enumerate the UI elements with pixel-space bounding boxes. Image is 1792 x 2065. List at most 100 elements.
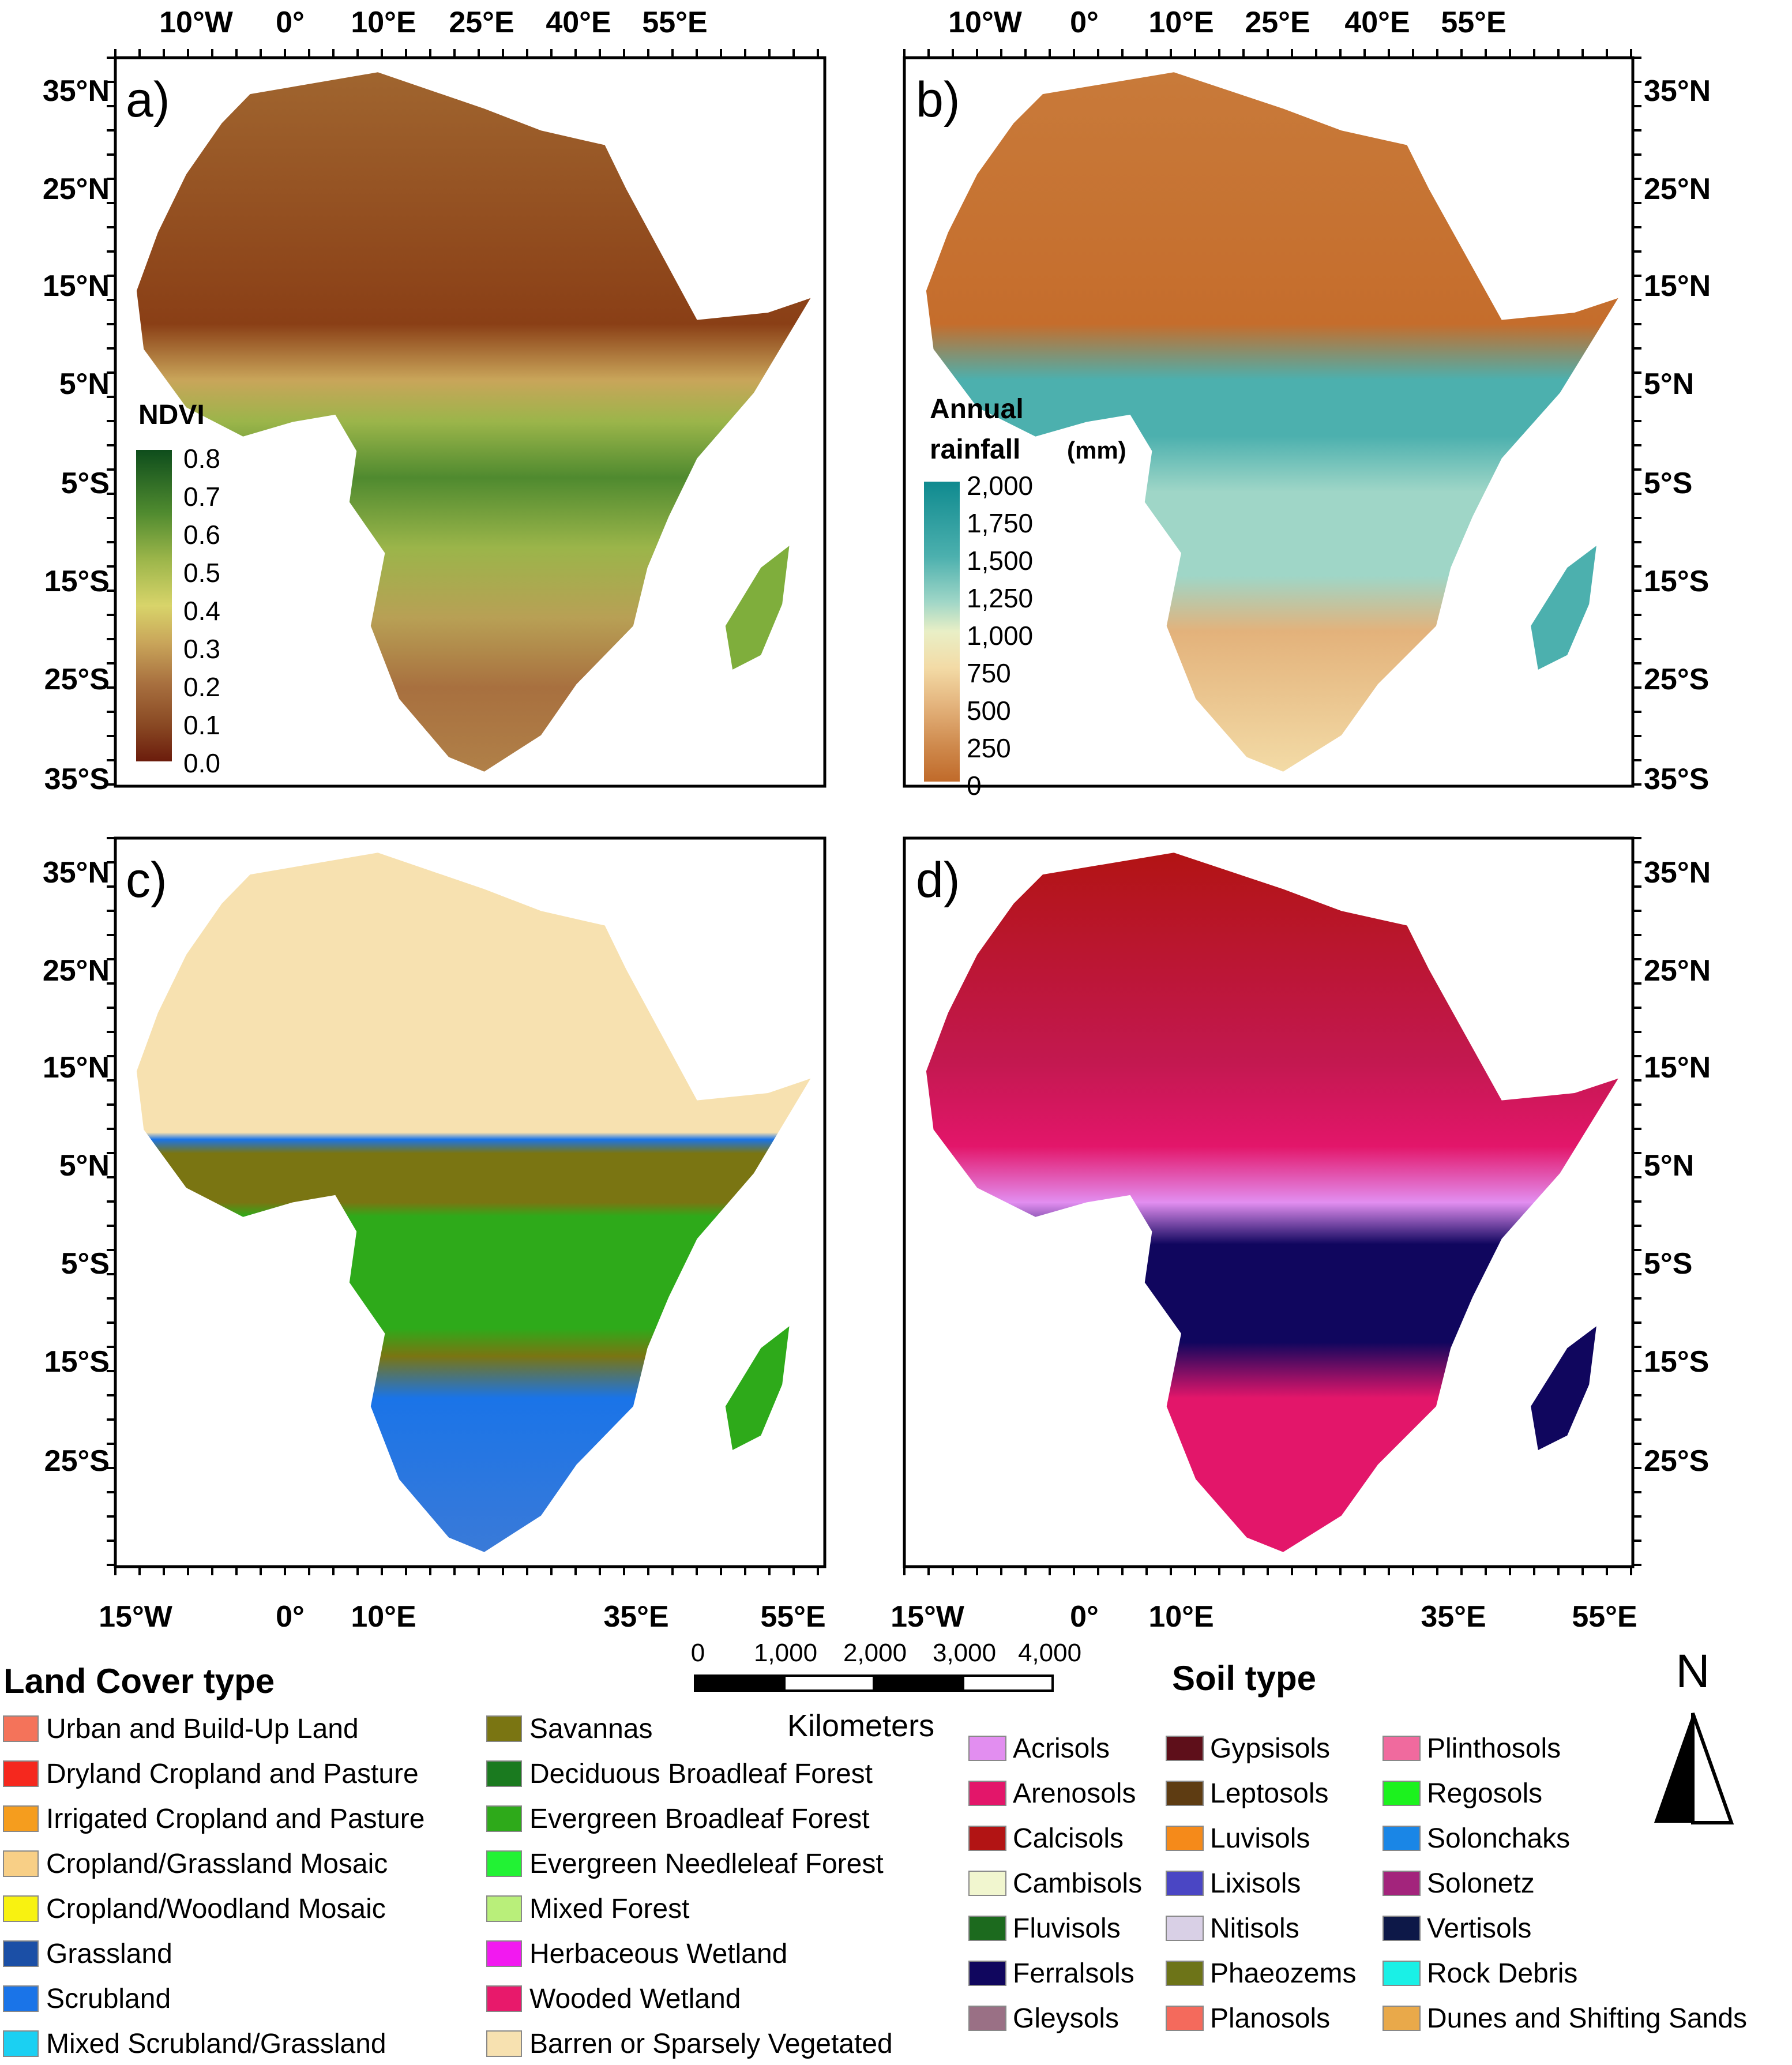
top-lon-label-a: 25°E bbox=[449, 6, 514, 39]
lat-label-b: 35°S bbox=[1644, 763, 1709, 796]
soil-swatch bbox=[1382, 1826, 1421, 1851]
soil-item-label: Planosols bbox=[1210, 2003, 1330, 2034]
scale-tick-label: 1,000 bbox=[754, 1639, 817, 1667]
land-cover-swatch bbox=[3, 1850, 39, 1877]
panel-b-label: b) bbox=[916, 72, 960, 127]
soil-item-label: Gypsisols bbox=[1210, 1733, 1330, 1764]
lat-label-d: 5°S bbox=[1644, 1247, 1692, 1281]
land-cover-item-label: Cropland/Grassland Mosaic bbox=[46, 1849, 388, 1879]
lat-label-d: 35°N bbox=[1644, 856, 1711, 889]
rain-tick-label: 500 bbox=[967, 696, 1011, 726]
ndvi-colorbar: NDVI 0.8 0.7 0.6 0.5 0.4 0.3 0.2 0.1 0.0 bbox=[136, 400, 220, 778]
rain-tick-label: 1,250 bbox=[967, 583, 1033, 613]
ndvi-colorbar-ramp bbox=[136, 450, 172, 761]
land-cover-item-label: Grassland bbox=[46, 1939, 172, 1969]
lat-label-b: 15°S bbox=[1644, 565, 1709, 598]
lat-label-b: 15°N bbox=[1644, 269, 1711, 303]
ndvi-tick-label: 0.1 bbox=[183, 710, 220, 740]
top-lon-label-a: 40°E bbox=[546, 6, 611, 39]
scale-segment-4 bbox=[962, 1674, 1054, 1692]
soil-item-label: Solonchaks bbox=[1427, 1823, 1570, 1854]
scale-bar-ticks: 0 1,000 2,000 3,000 4,000 bbox=[691, 1639, 1081, 1667]
lat-label-c: 35°N bbox=[43, 856, 110, 889]
scale-bar: 0 1,000 2,000 3,000 4,000 Kilometers bbox=[691, 1639, 1081, 1743]
lat-label-d: 25°S bbox=[1644, 1444, 1709, 1478]
panel-a-label: a) bbox=[126, 72, 170, 127]
soil-item-label: Cambisols bbox=[1013, 1868, 1142, 1899]
scale-tick-label: 0 bbox=[691, 1639, 705, 1667]
soil-swatch bbox=[1382, 1916, 1421, 1941]
soil-swatch bbox=[968, 1961, 1006, 1986]
panel-a: a) bbox=[114, 56, 827, 788]
rain-tick-label: 750 bbox=[967, 658, 1011, 688]
soil-swatch bbox=[968, 1871, 1006, 1896]
land-cover-swatch bbox=[486, 2030, 522, 2057]
bottom-lon-label-d: 0° bbox=[1070, 1600, 1099, 1634]
soil-item-label: Arenosols bbox=[1013, 1778, 1136, 1809]
land-cover-swatch bbox=[486, 1760, 522, 1787]
land-cover-item-label: Scrubland bbox=[46, 1984, 171, 2014]
land-cover-swatch bbox=[3, 1715, 39, 1742]
soil-item-label: Vertisols bbox=[1427, 1913, 1531, 1944]
lat-label-d: 15°N bbox=[1644, 1051, 1711, 1084]
land-cover-item-label: Evergreen Needleleaf Forest bbox=[529, 1849, 884, 1879]
lat-label-b: 25°S bbox=[1644, 663, 1709, 696]
soil-item-label: Ferralsols bbox=[1013, 1958, 1134, 1989]
bottom-lon-label-c: 55°E bbox=[760, 1600, 825, 1634]
land-cover-item-label: Mixed Scrubland/Grassland bbox=[46, 2029, 386, 2059]
ndvi-tick-label: 0.0 bbox=[183, 748, 220, 778]
soil-swatch bbox=[968, 1826, 1006, 1851]
soil-swatch bbox=[1166, 2006, 1204, 2031]
rain-tick-label: 250 bbox=[967, 733, 1011, 763]
soil-item-label: Calcisols bbox=[1013, 1823, 1124, 1854]
bottom-lon-label-c: 0° bbox=[276, 1600, 305, 1634]
lat-label-a: 5°N bbox=[59, 367, 110, 401]
soil-item-label: Phaeozems bbox=[1210, 1958, 1356, 1989]
rain-tick-label: 0 bbox=[967, 771, 982, 801]
land-cover-swatch bbox=[3, 1760, 39, 1787]
lat-label-a: 35°N bbox=[43, 74, 110, 108]
soil-item-label: Gleysols bbox=[1013, 2003, 1119, 2034]
north-arrow-right-half bbox=[1691, 1713, 1734, 1824]
soil-swatch bbox=[968, 1736, 1006, 1761]
soil-legend: Soil type Acrisols Arenosols Calcisols Camb… bbox=[968, 1659, 1747, 2034]
soil-swatch bbox=[1166, 1916, 1204, 1941]
top-lon-label-b: 0° bbox=[1070, 6, 1099, 39]
bottom-lon-label-d: 35°E bbox=[1421, 1600, 1486, 1634]
rain-colorbar-ramp bbox=[924, 482, 960, 782]
ndvi-tick-label: 0.7 bbox=[183, 482, 220, 512]
land-cover-legend-items: Urban and Build-Up Land Dryland Cropland … bbox=[3, 1714, 893, 2059]
land-cover-swatch bbox=[486, 1850, 522, 1877]
rain-tick-label: 1,750 bbox=[967, 508, 1033, 538]
lat-label-a: 25°S bbox=[44, 663, 110, 696]
rain-tick-label: 2,000 bbox=[967, 471, 1033, 501]
soil-swatch bbox=[1166, 1736, 1204, 1761]
top-lon-label-b: 40°E bbox=[1344, 6, 1410, 39]
panel-c: c) bbox=[114, 836, 827, 1568]
soil-swatch bbox=[1166, 1826, 1204, 1851]
ndvi-tick-label: 0.8 bbox=[183, 444, 220, 474]
land-cover-swatch bbox=[486, 1805, 522, 1832]
north-arrow-left-half bbox=[1654, 1713, 1693, 1823]
land-cover-item-label: Wooded Wetland bbox=[529, 1984, 741, 2014]
soil-item-label: Lixisols bbox=[1210, 1868, 1301, 1899]
ndvi-tick-label: 0.6 bbox=[183, 520, 220, 550]
land-cover-item-label: Evergreen Broadleaf Forest bbox=[529, 1804, 870, 1834]
bottom-lon-label-d: 55°E bbox=[1572, 1600, 1637, 1634]
soil-item-label: Solonetz bbox=[1427, 1868, 1535, 1899]
rain-legend-title-line1: Annual bbox=[930, 394, 1024, 425]
soil-item-label: Rock Debris bbox=[1427, 1958, 1577, 1989]
lat-label-c: 25°S bbox=[44, 1444, 110, 1478]
lat-label-d: 15°S bbox=[1644, 1345, 1709, 1379]
lat-label-c: 5°S bbox=[61, 1247, 110, 1281]
lat-label-a: 15°N bbox=[43, 269, 110, 303]
soil-item-label: Acrisols bbox=[1013, 1733, 1110, 1764]
land-cover-item-label: Dryland Cropland and Pasture bbox=[46, 1759, 419, 1789]
lat-label-a: 35°S bbox=[44, 763, 110, 796]
lat-label-c: 25°N bbox=[43, 954, 110, 988]
soil-swatch bbox=[1382, 1781, 1421, 1806]
top-lon-label-a: 10°E bbox=[351, 6, 416, 39]
soil-swatch bbox=[1382, 1871, 1421, 1896]
land-cover-swatch bbox=[3, 1940, 39, 1967]
